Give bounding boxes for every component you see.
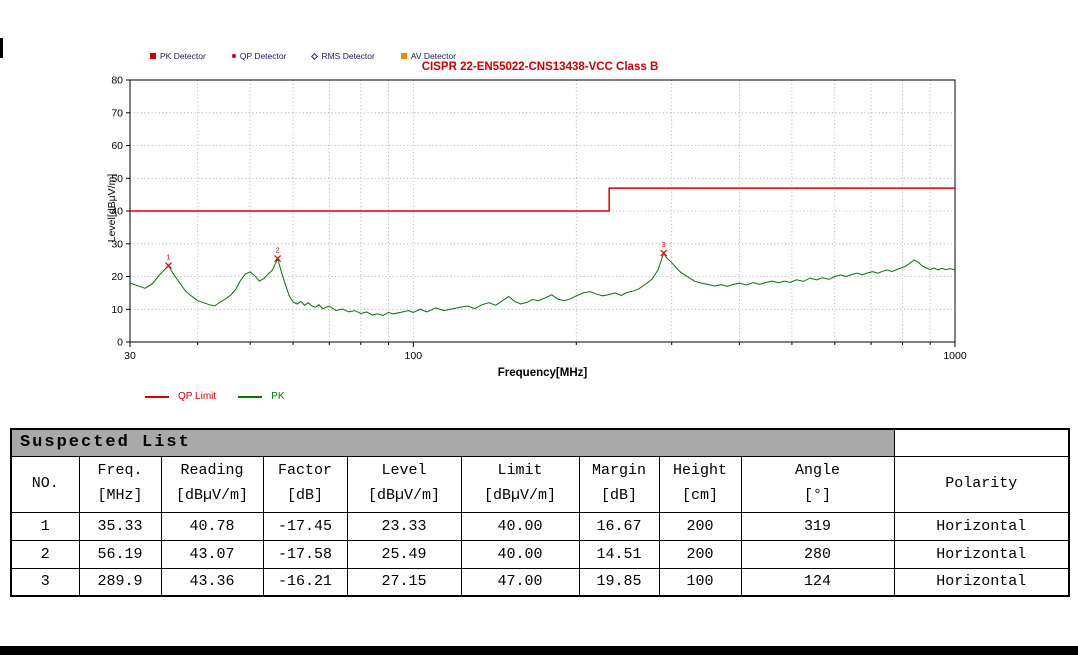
y-tick-label: 80 (111, 75, 123, 87)
table-cell: 47.00 (460, 567, 580, 597)
legend-label-pk: PK (271, 391, 285, 402)
table-cell: 200 (658, 539, 742, 569)
axis-ticks: 0 10 20 30 40 50 60 70 80 30 100 1000 (111, 75, 967, 362)
legend-item-pk: PK (238, 391, 285, 402)
legend-item-rms-detector: RMS Detector (311, 51, 375, 61)
x-tick-label: 30 (124, 350, 136, 362)
y-tick-label: 50 (111, 173, 123, 185)
table-row: 1 35.33 40.78 -17.45 23.33 40.00 16.67 200 319 Ho… (10, 511, 1070, 541)
legend-item-qp-detector: QP Detector (231, 51, 287, 61)
y-axis-label: Level[dBµV/m] (106, 173, 118, 243)
x-tick-label: 1000 (943, 350, 967, 362)
column-header-no: NO. (10, 455, 80, 513)
y-tick-label: 0 (117, 337, 123, 349)
table-cell: 3 (10, 567, 80, 597)
table-cell: 35.33 (78, 511, 162, 541)
series-qp-limit (130, 187, 955, 212)
series-legend: QP Limit PK (145, 391, 285, 402)
legend-label-av-detector: AV Detector (410, 51, 457, 61)
table-cell: 40.00 (460, 511, 580, 541)
table-cell: 56.19 (78, 539, 162, 569)
table-cell: 40.00 (460, 539, 580, 569)
legend-label-qp-limit: QP Limit (178, 391, 217, 402)
table-cell: 200 (658, 511, 742, 541)
y-tick-label: 20 (111, 271, 123, 283)
table-row: 3 289.9 43.36 -16.21 27.15 47.00 19.85 100 124 Ho… (10, 567, 1070, 597)
table-cell: 27.15 (346, 567, 462, 597)
suspected-list-section: Suspected List NO. Freq. [MHz] Reading [dBµV… (10, 428, 1071, 597)
peak-marker-label: 2 (276, 246, 280, 255)
table-cell: 19.85 (578, 567, 660, 597)
table-title: Suspected List (10, 428, 895, 457)
table-cell: 23.33 (346, 511, 462, 541)
column-header-factor: Factor [dB] (262, 455, 348, 513)
legend-item-pk-detector: PK Detector (150, 51, 206, 61)
table-header-row: NO. Freq. [MHz] Reading [dBµV/m] Factor [dB] Le… (10, 455, 1070, 513)
qp-detector-marker-icon (231, 54, 236, 58)
legend-item-qp-limit: QP Limit (145, 391, 216, 402)
y-tick-label: 70 (111, 107, 123, 119)
table-cell: -17.45 (262, 511, 348, 541)
x-tick-label: 100 (405, 350, 423, 362)
table-cell: 319 (740, 511, 895, 541)
table-cell: 124 (740, 567, 895, 597)
table-cell: Horizontal (893, 511, 1070, 541)
av-detector-marker-icon (400, 53, 407, 59)
column-header-level: Level [dBµV/m] (346, 455, 462, 513)
suspected-list-table: Suspected List NO. Freq. [MHz] Reading [dBµV… (10, 428, 1071, 597)
series-pk (129, 251, 956, 317)
table-cell: 289.9 (78, 567, 162, 597)
table-cell: -16.21 (262, 567, 348, 597)
peak-marker-label: 3 (662, 240, 666, 249)
chart-title: CISPR 22-EN55022-CNS13438-VCC Class B (421, 61, 659, 73)
column-header-polarity: Polarity (893, 455, 1070, 513)
table-title-empty-cell (893, 428, 1070, 457)
column-header-reading: Reading [dBµV/m] (160, 455, 264, 513)
column-header-limit: Limit [dBµV/m] (460, 455, 580, 513)
legend-item-av-detector: AV Detector (400, 51, 457, 61)
rms-detector-marker-icon (311, 52, 319, 60)
table-row: 2 56.19 43.07 -17.58 25.49 40.00 14.51 200 280 Ho… (10, 539, 1070, 569)
legend-label-rms-detector: RMS Detector (321, 51, 375, 61)
table-cell: -17.58 (262, 539, 348, 569)
table-cell: 100 (658, 567, 742, 597)
peak-markers: 1 2 3 (165, 240, 668, 270)
scan-artifact-left-edge (0, 38, 3, 58)
table-cell: 43.36 (160, 567, 264, 597)
scan-artifact-bottom-edge (0, 646, 1078, 655)
pk-line-swatch (238, 395, 263, 398)
table-cell: 16.67 (578, 511, 660, 541)
table-title-row: Suspected List (10, 428, 1070, 457)
column-header-freq: Freq. [MHz] (78, 455, 162, 513)
table-cell: 25.49 (346, 539, 462, 569)
column-header-angle: Angle [°] (740, 455, 895, 513)
table-cell: 40.78 (160, 511, 264, 541)
table-cell: Horizontal (893, 539, 1070, 569)
legend-label-qp-detector: QP Detector (239, 51, 287, 61)
legend-label-pk-detector: PK Detector (160, 51, 206, 61)
table-body: 1 35.33 40.78 -17.45 23.33 40.00 16.67 200 319 Ho… (10, 511, 1070, 597)
pk-detector-marker-icon (150, 53, 156, 59)
y-tick-label: 40 (111, 206, 123, 218)
y-tick-label: 30 (111, 238, 123, 250)
table-cell: Horizontal (893, 567, 1070, 597)
y-tick-label: 10 (111, 304, 123, 316)
peak-marker-label: 1 (166, 253, 170, 262)
table-cell: 280 (740, 539, 895, 569)
table-cell: 2 (10, 539, 80, 569)
plot-area: 0 10 20 30 40 50 60 70 80 30 100 1000 1 2 3 (111, 75, 967, 362)
column-header-height: Height [cm] (658, 455, 742, 513)
qp-limit-line-swatch (145, 395, 169, 398)
column-header-margin: Margin [dB] (578, 455, 660, 513)
detector-legend: PK Detector QP Detector RMS Detector AV … (150, 51, 456, 61)
emi-spectrum-chart: PK Detector QP Detector RMS Detector AV … (100, 45, 980, 415)
table-cell: 14.51 (578, 539, 660, 569)
y-tick-label: 60 (111, 140, 123, 152)
table-cell: 1 (10, 511, 80, 541)
x-axis-label: Frequency[MHz] (497, 367, 588, 379)
table-cell: 43.07 (160, 539, 264, 569)
